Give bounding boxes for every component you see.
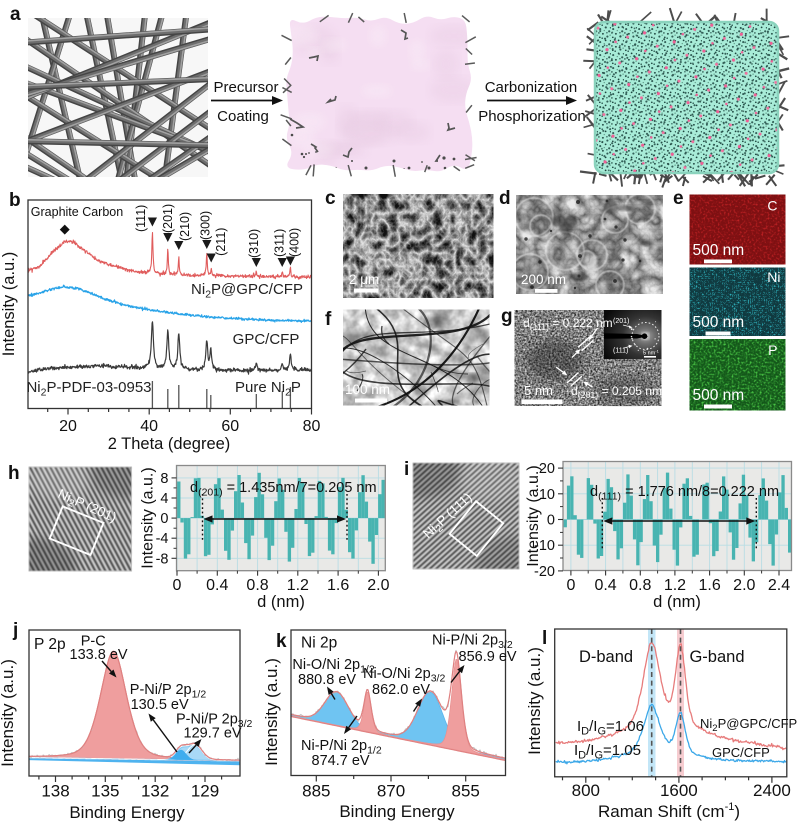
svg-text:2.0: 2.0 <box>733 577 755 594</box>
svg-text:Intensity (a.u.): Intensity (a.u.) <box>525 647 544 755</box>
svg-text:P 2p: P 2p <box>34 636 66 653</box>
svg-text:133.8 eV: 133.8 eV <box>70 647 128 663</box>
svg-text:Carbonization: Carbonization <box>485 79 578 96</box>
svg-text:Binding Energy: Binding Energy <box>339 802 455 821</box>
svg-text:885: 885 <box>302 782 330 801</box>
svg-text:2.4: 2.4 <box>768 577 790 594</box>
svg-text:20: 20 <box>59 418 77 435</box>
svg-text:1600: 1600 <box>660 781 698 800</box>
svg-text:870: 870 <box>377 782 405 801</box>
svg-text:(111): (111) <box>134 205 148 232</box>
svg-text:d (nm): d (nm) <box>653 593 701 611</box>
svg-text:c: c <box>325 188 336 209</box>
svg-text:0: 0 <box>160 511 168 527</box>
svg-text:Graphite Carbon: Graphite Carbon <box>31 205 123 219</box>
svg-text:1.6: 1.6 <box>327 577 349 594</box>
svg-text:G-band: G-band <box>689 648 744 666</box>
svg-text:(300): (300) <box>198 211 212 240</box>
svg-text:b: b <box>9 190 21 211</box>
svg-text:Raman Shift (cm-1): Raman Shift (cm-1) <box>598 801 740 821</box>
svg-text:d (nm): d (nm) <box>257 593 305 611</box>
svg-text:(201): (201) <box>161 204 175 233</box>
svg-text:GPC/CFP: GPC/CFP <box>712 745 770 760</box>
svg-text:100 nm: 100 nm <box>345 382 390 397</box>
svg-text:40: 40 <box>140 418 158 435</box>
svg-text:138: 138 <box>41 782 69 801</box>
svg-text:C: C <box>767 198 777 214</box>
svg-text:Intensity (a.u.): Intensity (a.u.) <box>0 659 17 767</box>
svg-text:0.4: 0.4 <box>594 577 616 594</box>
svg-text:k: k <box>276 631 287 652</box>
svg-text:P: P <box>768 342 777 358</box>
svg-text:Intensity (a.u.): Intensity (a.u.) <box>0 252 18 357</box>
svg-text:◆: ◆ <box>60 221 70 236</box>
svg-text:8: 8 <box>160 471 168 487</box>
svg-text:(201): (201) <box>613 318 629 325</box>
svg-text:Coating: Coating <box>217 108 269 125</box>
svg-text:4: 4 <box>160 491 168 507</box>
svg-text:2 Theta (degree): 2 Theta (degree) <box>108 435 231 453</box>
svg-text:Intensity (a.u.): Intensity (a.u.) <box>140 467 157 568</box>
svg-text:2.0: 2.0 <box>367 577 389 594</box>
svg-text:j: j <box>12 620 18 641</box>
svg-text:0: 0 <box>173 577 182 594</box>
svg-text:800: 800 <box>572 781 600 800</box>
svg-text:(111): (111) <box>613 348 628 355</box>
svg-text:(310): (310) <box>247 229 261 258</box>
svg-text:d: d <box>499 188 511 209</box>
svg-text:5 nm: 5 nm <box>524 383 553 398</box>
svg-text:(211): (211) <box>214 228 228 256</box>
svg-text:80: 80 <box>303 418 321 435</box>
svg-text:Intensity (a.u.): Intensity (a.u.) <box>262 658 281 766</box>
svg-text:1.2: 1.2 <box>664 577 686 594</box>
svg-text:Phosphorization: Phosphorization <box>478 108 586 125</box>
svg-text:Pure Ni2P: Pure Ni2P <box>235 379 301 399</box>
svg-text:880.8 eV: 880.8 eV <box>298 672 356 688</box>
svg-text:a: a <box>10 4 21 25</box>
svg-text:0.8: 0.8 <box>246 577 268 594</box>
svg-text:855: 855 <box>452 782 480 801</box>
svg-text:i: i <box>404 459 409 480</box>
svg-text:200 nm: 200 nm <box>521 272 566 287</box>
svg-text:-8: -8 <box>156 551 169 567</box>
svg-text:500 nm: 500 nm <box>693 242 745 259</box>
svg-text:Ni: Ni <box>767 269 780 285</box>
svg-text:h: h <box>8 463 20 484</box>
svg-text:0: 0 <box>547 513 555 529</box>
svg-text:(311): (311) <box>273 229 287 257</box>
svg-text:-4: -4 <box>156 531 169 547</box>
svg-text:129.7 eV: 129.7 eV <box>184 726 242 742</box>
svg-text:Binding Energy: Binding Energy <box>69 803 185 822</box>
svg-text:(210): (210) <box>178 212 192 241</box>
svg-text:856.9 eV: 856.9 eV <box>459 649 517 665</box>
svg-text:2 μm: 2 μm <box>349 272 379 287</box>
svg-text:Intensity (a.u.): Intensity (a.u.) <box>525 465 542 566</box>
svg-text:132: 132 <box>141 782 169 801</box>
svg-text:l: l <box>542 628 547 649</box>
svg-text:e: e <box>673 188 684 209</box>
svg-text:500 nm: 500 nm <box>693 314 745 331</box>
svg-text:500 nm: 500 nm <box>693 387 745 404</box>
svg-text:0.8: 0.8 <box>629 577 651 594</box>
svg-text:0: 0 <box>566 577 575 594</box>
svg-text:2400: 2400 <box>753 781 791 800</box>
svg-text:129: 129 <box>191 782 219 801</box>
svg-text:0.4: 0.4 <box>206 577 228 594</box>
svg-text:1.2: 1.2 <box>287 577 309 594</box>
svg-text:g: g <box>501 306 513 327</box>
svg-text:60: 60 <box>221 418 239 435</box>
svg-text:f: f <box>325 309 332 330</box>
svg-text:1.6: 1.6 <box>698 577 720 594</box>
svg-text:862.0 eV: 862.0 eV <box>372 682 430 698</box>
svg-text:135: 135 <box>91 782 119 801</box>
svg-text:(400): (400) <box>287 228 301 257</box>
svg-text:Precursor: Precursor <box>213 79 278 96</box>
svg-text:D-band: D-band <box>579 648 633 666</box>
svg-text:874.7 eV: 874.7 eV <box>312 753 370 769</box>
svg-text:GPC/CFP: GPC/CFP <box>233 331 300 348</box>
svg-text:Ni 2p: Ni 2p <box>301 635 337 652</box>
